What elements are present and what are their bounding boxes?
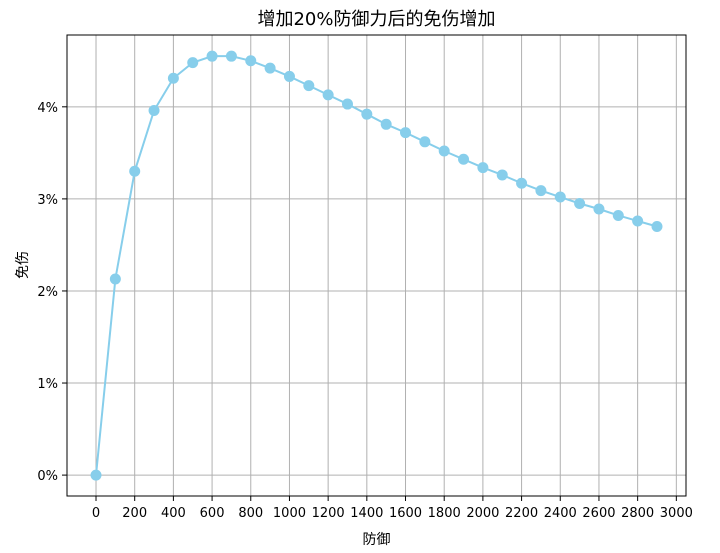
x-tick-label: 3000 xyxy=(660,506,693,521)
x-tick-label: 800 xyxy=(238,506,263,521)
plot-frame xyxy=(66,34,687,497)
series-line xyxy=(95,55,658,476)
y-tick-label: 0% xyxy=(37,469,58,484)
y-tick-label: 1% xyxy=(37,377,58,392)
data-point xyxy=(593,203,605,215)
x-tick-label: 2800 xyxy=(621,506,654,521)
x-axis-label: 防御 xyxy=(363,532,391,548)
data-point xyxy=(167,72,179,84)
data-point xyxy=(283,70,295,82)
x-tick-label: 2400 xyxy=(544,506,577,521)
data-point xyxy=(206,50,218,62)
x-axis: 0 200 400 600 800 1000 1200 1400 1600 1800 2000 220… xyxy=(92,496,693,521)
x-tick-label: 1000 xyxy=(273,506,306,521)
data-point xyxy=(651,221,663,233)
y-tick-label: 3% xyxy=(37,193,58,208)
data-point xyxy=(341,98,353,110)
x-tick-label: 0 xyxy=(92,506,100,521)
data-point xyxy=(477,162,489,174)
data-point xyxy=(380,118,392,130)
data-point xyxy=(361,108,373,120)
data-point xyxy=(225,50,237,62)
x-tick-label: 1400 xyxy=(350,506,383,521)
data-point xyxy=(187,57,199,69)
data-point xyxy=(554,191,566,203)
data-point xyxy=(109,273,121,285)
y-axis-label: 免伤 xyxy=(15,251,31,279)
data-point xyxy=(400,127,412,139)
data-point xyxy=(90,469,102,481)
data-point xyxy=(129,165,141,177)
data-point xyxy=(516,177,528,189)
data-point xyxy=(535,185,547,197)
data-point xyxy=(419,136,431,148)
x-tick-label: 2600 xyxy=(582,506,615,521)
x-tick-label: 2000 xyxy=(466,506,499,521)
y-tick-label: 4% xyxy=(37,101,58,116)
data-point xyxy=(632,215,644,227)
x-tick-label: 1600 xyxy=(389,506,422,521)
data-point xyxy=(458,153,470,165)
data-point xyxy=(303,80,315,92)
x-tick-label: 600 xyxy=(200,506,225,521)
x-tick-label: 1800 xyxy=(428,506,461,521)
data-point xyxy=(438,145,450,157)
y-axis: 0% 1% 2% 3% 4% xyxy=(37,101,67,484)
data-point xyxy=(264,62,276,74)
x-tick-label: 2200 xyxy=(505,506,538,521)
series-layer xyxy=(90,50,663,481)
chart-title: 增加20%防御力后的免伤增加 xyxy=(257,9,495,30)
grid-lines xyxy=(67,35,686,496)
y-tick-label: 2% xyxy=(37,285,58,300)
data-point xyxy=(245,55,257,67)
data-point xyxy=(496,169,508,181)
x-tick-label: 400 xyxy=(161,506,186,521)
data-point xyxy=(574,197,586,209)
data-point xyxy=(148,104,160,116)
x-tick-label: 200 xyxy=(122,506,147,521)
data-point xyxy=(322,89,334,101)
data-point xyxy=(612,209,624,221)
x-tick-label: 1200 xyxy=(312,506,345,521)
